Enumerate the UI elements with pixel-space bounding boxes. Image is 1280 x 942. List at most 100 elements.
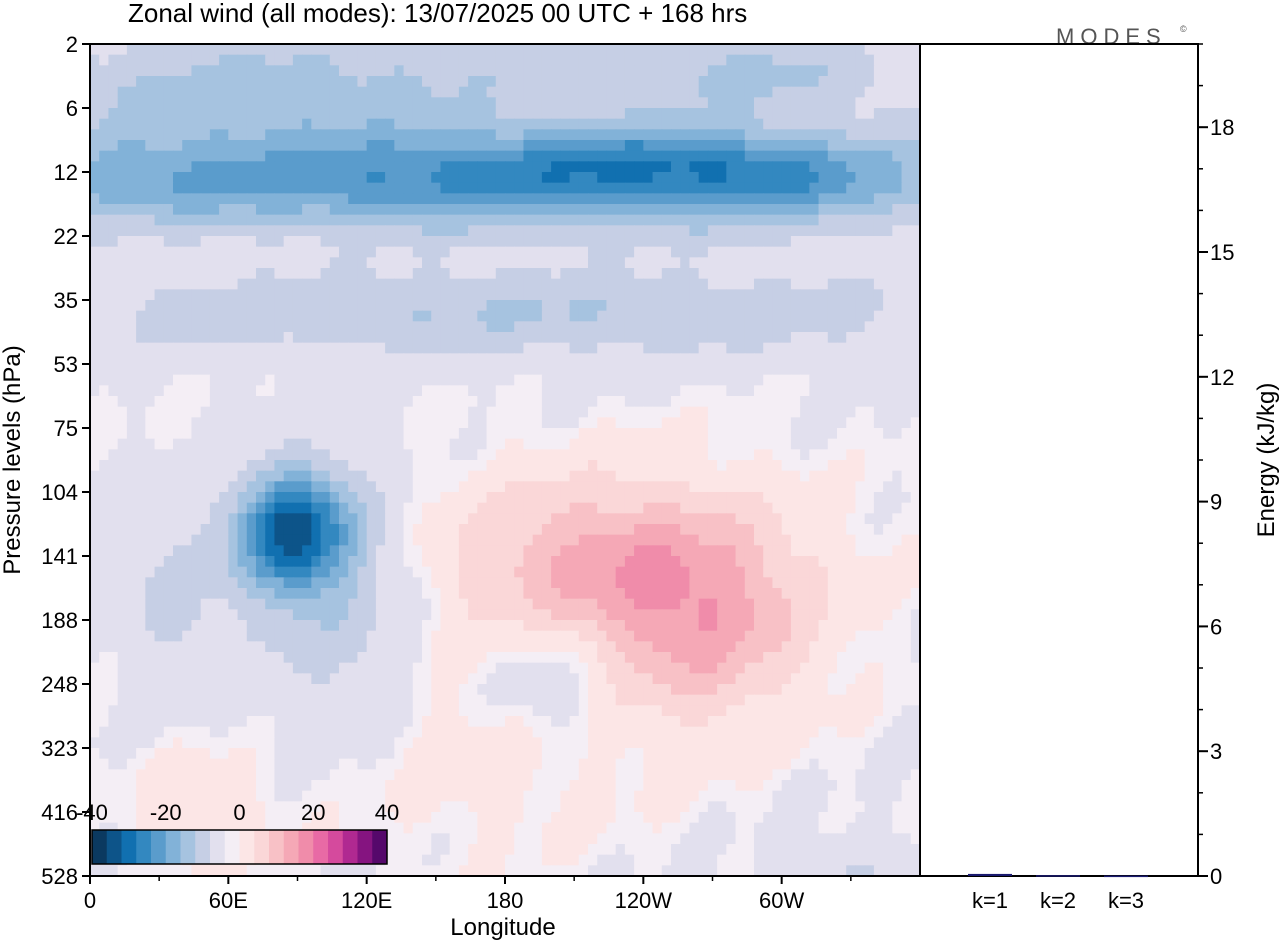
heatmap-cell <box>422 129 432 141</box>
heatmap-cell <box>726 588 737 600</box>
heatmap-cell <box>228 108 239 120</box>
heatmap-cell <box>173 577 183 589</box>
heatmap-cell <box>209 481 220 493</box>
heatmap-cell <box>108 246 119 258</box>
heatmap-cell <box>781 438 792 450</box>
heatmap-cell <box>698 172 709 184</box>
heatmap-cell <box>735 182 746 194</box>
heatmap-cell <box>412 417 423 429</box>
heatmap-cell <box>717 385 727 397</box>
heatmap-cell <box>606 150 617 162</box>
heatmap-cell <box>698 214 709 226</box>
heatmap-cell <box>495 65 506 77</box>
heatmap-cell <box>790 598 801 610</box>
heatmap-cell <box>523 246 534 258</box>
heatmap-cell <box>569 118 580 130</box>
heatmap-cell <box>910 502 920 514</box>
heatmap-cell <box>837 193 847 205</box>
heatmap-cell <box>339 577 349 589</box>
heatmap-cell <box>357 118 368 130</box>
heatmap-cell <box>431 289 442 301</box>
heatmap-cell <box>569 502 580 514</box>
heatmap-cell <box>385 449 395 461</box>
heatmap-cell <box>541 225 552 237</box>
heatmap-cell <box>634 598 644 610</box>
heatmap-cell <box>99 182 110 194</box>
heatmap-cell <box>108 374 119 386</box>
heatmap-cell <box>800 257 810 269</box>
heatmap-cell <box>569 449 580 461</box>
heatmap-cell <box>145 406 156 418</box>
heatmap-cell <box>661 268 672 280</box>
heatmap-cell <box>643 385 654 397</box>
heatmap-cell <box>108 118 119 130</box>
heatmap-cell <box>394 86 405 98</box>
heatmap-cell <box>505 321 515 333</box>
heatmap-cell <box>800 278 810 290</box>
heatmap-cell <box>292 396 303 408</box>
heatmap-cell <box>292 598 303 610</box>
heatmap-cell <box>145 118 156 130</box>
heatmap-cell <box>477 161 488 173</box>
heatmap-cell <box>99 44 110 56</box>
heatmap-cell <box>209 268 220 280</box>
heatmap-cell <box>154 481 165 493</box>
heatmap-cell <box>671 310 681 322</box>
heatmap-cell <box>385 342 395 354</box>
heatmap-cell <box>615 214 626 226</box>
heatmap-cell <box>422 44 432 56</box>
heatmap-cell <box>560 609 571 621</box>
heatmap-cell <box>578 492 589 504</box>
heatmap-cell <box>698 566 709 578</box>
heatmap-cell <box>661 76 672 88</box>
heatmap-cell <box>422 321 432 333</box>
heatmap-cell <box>680 524 691 536</box>
heatmap-cell <box>126 289 137 301</box>
heatmap-cell <box>412 118 423 130</box>
heatmap-cell <box>837 598 847 610</box>
heatmap-cell <box>108 428 119 440</box>
heatmap-cell <box>145 268 156 280</box>
heatmap-cell <box>302 76 312 88</box>
heatmap-cell <box>145 630 156 642</box>
heatmap-cell <box>154 140 165 152</box>
heatmap-cell <box>154 289 165 301</box>
heatmap-cell <box>661 300 672 312</box>
heatmap-cell <box>873 620 884 632</box>
heatmap-cell <box>744 225 755 237</box>
heatmap-cell <box>781 246 792 258</box>
heatmap-cell <box>403 182 414 194</box>
heatmap-cell <box>357 460 368 472</box>
heatmap-cell <box>855 129 866 141</box>
heatmap-cell <box>302 118 312 130</box>
heatmap-cell <box>818 460 829 472</box>
heatmap-cell <box>772 353 783 365</box>
heatmap-cell <box>855 524 866 536</box>
heatmap-cell <box>394 204 405 216</box>
heatmap-cell <box>366 129 377 141</box>
heatmap-cell <box>652 161 663 173</box>
heatmap-cell <box>634 342 644 354</box>
heatmap-cell <box>772 492 783 504</box>
heatmap-cell <box>292 588 303 600</box>
heatmap-cell <box>634 492 644 504</box>
heatmap-cell <box>763 385 774 397</box>
heatmap-cell <box>375 193 386 205</box>
heatmap-cell <box>744 310 755 322</box>
heatmap-cell <box>735 385 746 397</box>
heatmap-cell <box>422 65 432 77</box>
heatmap-cell <box>643 364 654 376</box>
heatmap-cell <box>800 385 810 397</box>
heatmap-cell <box>560 44 571 56</box>
heatmap-cell <box>366 321 377 333</box>
heatmap-cell <box>449 76 460 88</box>
heatmap-cell <box>440 257 451 269</box>
heatmap-cell <box>449 556 460 568</box>
heatmap-cell <box>265 545 276 557</box>
heatmap-cell <box>385 161 395 173</box>
heatmap-cell <box>173 598 183 610</box>
heatmap-cell <box>634 193 644 205</box>
heatmap-cell <box>246 172 257 184</box>
heatmap-cell <box>495 545 506 557</box>
heatmap-cell <box>265 182 276 194</box>
